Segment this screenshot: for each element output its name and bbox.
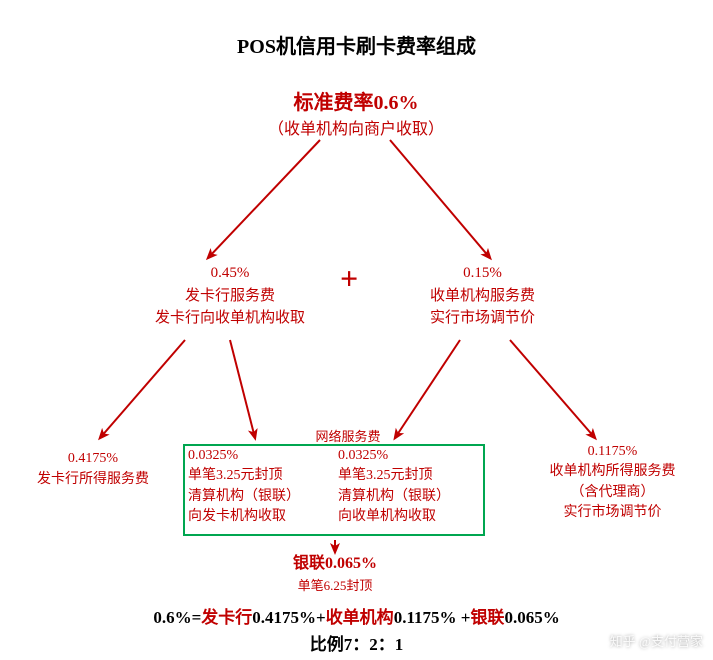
acq-net-l1: 收单机构所得服务费 [530, 462, 695, 482]
issuer-line2: 发卡行向收单机构收取 [130, 307, 330, 330]
nfa-l1: 单笔3.25元封顶 [338, 466, 478, 486]
node-acquirer-fee: 0.15% 收单机构服务费 实行市场调节价 [395, 262, 570, 330]
node-acquirer-net: 0.1175% 收单机构所得服务费 （含代理商） 实行市场调节价 [530, 442, 695, 523]
network-fee-header: 网络服务费 [300, 427, 396, 447]
nfi-l1: 单笔3.25元封顶 [188, 466, 328, 486]
issuer-line1: 发卡行服务费 [130, 285, 330, 308]
nfa-l3: 向收单机构收取 [338, 507, 478, 527]
acq-net-l2: （含代理商） [530, 483, 695, 503]
watermark-text: 知乎 @支付营家 [610, 631, 703, 650]
diagram-title: POS机信用卡刷卡费率组成 [0, 30, 713, 59]
title-text: POS机信用卡刷卡费率组成 [237, 36, 476, 58]
acquirer-rate: 0.15% [395, 262, 570, 285]
acq-net-rate: 0.1175% [530, 442, 695, 462]
root-rate: 标准费率0.6% [210, 88, 502, 118]
union-rate: 银联0.065% [255, 552, 415, 576]
root-node: 标准费率0.6% （收单机构向商户收取） [210, 88, 502, 142]
issuer-net-line: 发卡行所得服务费 [18, 469, 168, 490]
node-network-from-acquirer: 0.0325% 单笔3.25元封顶 清算机构（银联） 向收单机构收取 [338, 446, 478, 527]
union-sub: 单笔6.25封顶 [255, 576, 415, 596]
node-network-from-issuer: 0.0325% 单笔3.25元封顶 清算机构（银联） 向发卡机构收取 [188, 446, 328, 527]
node-issuer-fee: 0.45% 发卡行服务费 发卡行向收单机构收取 [130, 262, 330, 330]
zhihu-icon [588, 632, 606, 650]
formula-line1: 0.6%=发卡行0.4175%+收单机构0.1175% +银联0.065% [0, 603, 713, 628]
plus-symbol: + [340, 260, 358, 297]
acquirer-line1: 收单机构服务费 [395, 285, 570, 308]
watermark: 知乎 @支付营家 [588, 631, 703, 650]
nfi-rate: 0.0325% [188, 446, 328, 466]
issuer-rate: 0.45% [130, 262, 330, 285]
root-sub: （收单机构向商户收取） [210, 118, 502, 142]
node-unionpay: 银联0.065% 单笔6.25封顶 [255, 552, 415, 596]
node-issuer-net: 0.4175% 发卡行所得服务费 [18, 448, 168, 490]
nfa-l2: 清算机构（银联） [338, 487, 478, 507]
acq-net-l3: 实行市场调节价 [530, 503, 695, 523]
nfi-l3: 向发卡机构收取 [188, 507, 328, 527]
nfa-rate: 0.0325% [338, 446, 478, 466]
nfi-l2: 清算机构（银联） [188, 487, 328, 507]
acquirer-line2: 实行市场调节价 [395, 307, 570, 330]
issuer-net-rate: 0.4175% [18, 448, 168, 469]
